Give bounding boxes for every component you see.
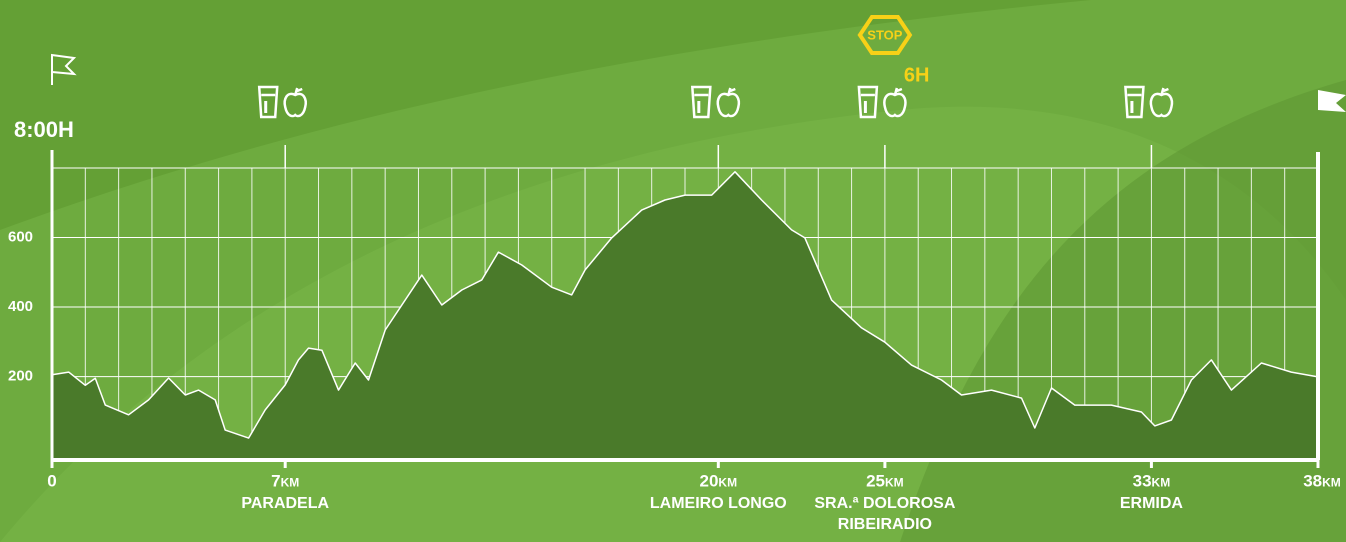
x-tick-label: 25km [866,471,904,490]
x-tick-label: 33km [1133,471,1171,490]
cutoff-time: 6H [904,64,930,86]
place-name: Ribeiradio [838,516,932,533]
stop-label: STOP [867,27,902,42]
place-name: Sra.ª Dolorosa [814,495,955,512]
y-tick-label: 200 [8,368,33,385]
start-time: 8:00H [14,117,74,142]
place-name: Lameiro Longo [650,495,787,512]
chart: 8:00H 200 400 600 0 7km 20km 25km 33km 38km Parad… [0,0,1346,542]
x-tick-label: 38km [1303,471,1341,490]
place-name: Paradela [241,495,329,512]
x-tick-label: 7km [271,471,299,490]
x-tick-label: 0 [47,471,56,490]
place-name: Ermida [1120,495,1184,512]
y-tick-label: 400 [8,298,33,315]
x-tick-label: 20km [700,471,738,490]
y-tick-label: 600 [8,228,33,245]
